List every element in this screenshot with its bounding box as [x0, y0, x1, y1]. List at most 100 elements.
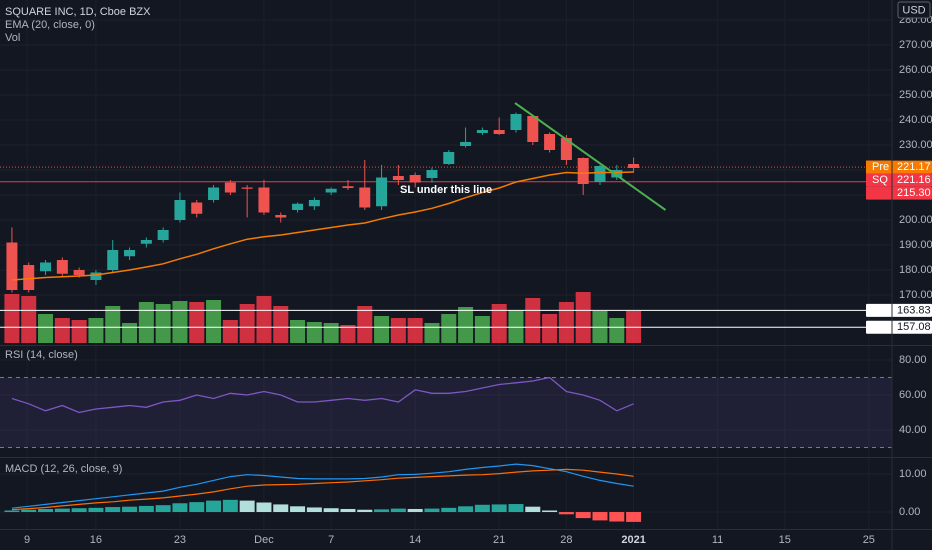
x-tick-label: 15	[779, 534, 791, 546]
candle-body	[208, 187, 220, 200]
histogram-bar	[407, 508, 423, 513]
volume-bar	[239, 304, 255, 343]
histogram-bar	[575, 512, 591, 519]
candle-body	[392, 176, 404, 180]
histogram-bar	[508, 504, 524, 513]
volume-bar	[340, 325, 356, 343]
volume-bar	[256, 296, 272, 343]
pane-title: RSI (14, close)	[5, 349, 78, 361]
histogram-bar	[21, 509, 37, 513]
chart-title: SQUARE INC, 1D, Cboe BZX	[5, 6, 151, 18]
volume-bar	[323, 323, 339, 343]
x-tick-label: 9	[24, 534, 30, 546]
volume-bar	[357, 306, 373, 343]
volume-bar	[54, 318, 70, 343]
candle-body	[527, 116, 539, 142]
candle-body	[275, 215, 287, 218]
candle-body	[325, 188, 337, 193]
histogram-bar	[38, 508, 54, 513]
histogram-bar	[273, 504, 289, 513]
histogram-bar	[172, 503, 188, 513]
rsi-band	[0, 377, 892, 448]
legend-volume: Vol	[5, 32, 20, 44]
y-tick-label: 40.00	[899, 424, 927, 436]
candle-body	[292, 203, 304, 210]
volume-bar	[491, 304, 507, 343]
price-label-tag	[866, 160, 892, 174]
histogram-bar	[323, 508, 339, 513]
candle-body	[56, 260, 68, 274]
candle-body	[124, 250, 136, 257]
x-tick-label: 23	[174, 534, 186, 546]
volume-bar	[222, 320, 238, 343]
volume-bar	[558, 302, 574, 343]
x-tick-label: 25	[863, 534, 875, 546]
volume-bar	[575, 292, 591, 343]
volume-bar	[474, 316, 490, 343]
candle-body	[594, 166, 606, 182]
candle-body	[493, 130, 505, 134]
volume-bar	[88, 318, 104, 343]
price-label-box	[866, 186, 932, 200]
volume-bar	[508, 310, 524, 343]
candle-body	[476, 130, 488, 133]
candle-body	[40, 262, 52, 272]
histogram-bar	[122, 506, 138, 513]
y-tick-label: 80.00	[899, 354, 927, 366]
y-tick-label: 0.00	[899, 506, 920, 518]
volume-bar	[390, 318, 406, 343]
histogram-bar	[88, 507, 104, 513]
y-tick-label: 240.00	[899, 114, 932, 126]
candle-body	[308, 200, 320, 207]
volume-bar	[4, 294, 20, 343]
x-tick-label: 11	[712, 534, 723, 546]
histogram-bar	[558, 512, 574, 515]
y-tick-label: 230.00	[899, 139, 932, 151]
histogram-bar	[626, 512, 642, 522]
candle-body	[409, 175, 421, 183]
candle-body	[90, 272, 102, 280]
candle-body	[342, 186, 354, 188]
price-label-box	[866, 303, 932, 317]
candle-body	[174, 200, 186, 220]
histogram-bar	[206, 500, 222, 513]
y-tick-label: 270.00	[899, 39, 932, 51]
histogram-bar	[54, 508, 70, 513]
volume-bar	[374, 316, 390, 343]
currency-box	[897, 1, 931, 19]
trendline	[514, 102, 667, 211]
x-tick-label: 7	[328, 534, 334, 546]
x-tick-label: 16	[90, 534, 102, 546]
candle-body	[359, 187, 371, 208]
histogram-bar	[542, 510, 558, 513]
volume-bar	[273, 306, 289, 343]
price-label-box	[866, 320, 932, 334]
candle-body	[544, 134, 556, 150]
candle-body	[611, 170, 623, 178]
macd-line	[11, 463, 634, 509]
x-tick-label: 21	[493, 534, 505, 546]
histogram-bar	[256, 502, 272, 513]
price-label-tag-text: SQ	[872, 174, 888, 186]
volume-bar	[458, 307, 474, 343]
y-tick-label: 250.00	[899, 89, 932, 101]
histogram-bar	[4, 510, 20, 513]
price-label: 221.16	[897, 174, 931, 186]
histogram-bar	[138, 505, 154, 513]
histogram-bar	[306, 507, 322, 513]
volume-bar	[424, 323, 440, 343]
x-tick-label: 2021	[621, 534, 645, 546]
y-tick-label: 260.00	[899, 64, 932, 76]
histogram-bar	[357, 509, 373, 513]
histogram-bar	[105, 507, 121, 513]
histogram-bar	[609, 512, 625, 522]
volume-bar	[206, 300, 222, 343]
candle-body	[224, 182, 236, 193]
candle-body	[140, 240, 152, 244]
volume-bar	[21, 296, 37, 343]
volume-bar	[542, 314, 558, 343]
histogram-bar	[71, 508, 87, 513]
legend-ema: EMA (20, close, 0)	[5, 19, 95, 31]
macd-line	[11, 468, 634, 511]
